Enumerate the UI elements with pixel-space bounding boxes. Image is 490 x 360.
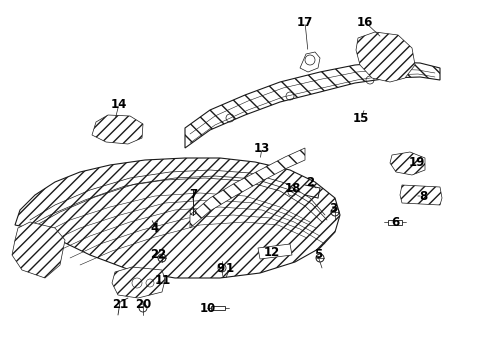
Polygon shape [92, 115, 143, 144]
Text: 4: 4 [151, 221, 159, 234]
Text: 22: 22 [150, 248, 166, 261]
Text: 3: 3 [329, 202, 337, 215]
Polygon shape [300, 52, 320, 72]
Polygon shape [390, 152, 425, 175]
Text: 6: 6 [391, 216, 399, 229]
Text: 15: 15 [353, 112, 369, 125]
Polygon shape [15, 158, 340, 278]
Polygon shape [400, 185, 442, 205]
Text: 11: 11 [155, 274, 171, 288]
Polygon shape [258, 244, 292, 259]
Text: 5: 5 [314, 248, 322, 261]
Text: 12: 12 [264, 246, 280, 258]
Text: 8: 8 [419, 189, 427, 202]
Text: 7: 7 [189, 189, 197, 202]
Text: 2: 2 [306, 175, 314, 189]
Text: 13: 13 [254, 141, 270, 154]
Text: 9: 9 [216, 261, 224, 274]
Polygon shape [112, 267, 165, 298]
Text: 14: 14 [111, 98, 127, 111]
Text: 17: 17 [297, 15, 313, 28]
Bar [388, 220, 402, 225]
Polygon shape [185, 62, 440, 148]
Polygon shape [356, 32, 415, 82]
Text: 21: 21 [112, 297, 128, 310]
Bar [211, 306, 225, 310]
Text: 16: 16 [357, 15, 373, 28]
Text: 19: 19 [409, 156, 425, 168]
Text: 20: 20 [135, 297, 151, 310]
Text: 1: 1 [226, 261, 234, 274]
Polygon shape [190, 148, 305, 228]
Text: 10: 10 [200, 302, 216, 315]
Text: 18: 18 [285, 181, 301, 194]
Polygon shape [12, 222, 65, 278]
